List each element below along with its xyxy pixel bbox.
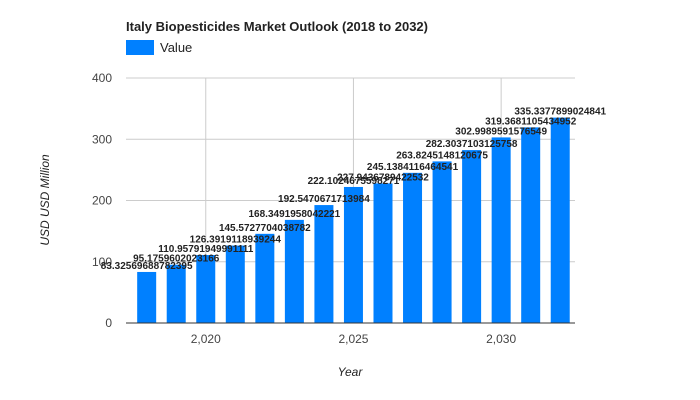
data-label: 302.9989591576549 [455, 126, 547, 137]
legend: Value [126, 40, 192, 55]
x-tick-label: 2,020 [191, 332, 221, 346]
bar [166, 264, 186, 323]
bar [373, 183, 393, 323]
data-label: 245.1384116464541 [367, 162, 459, 173]
y-tick-label: 100 [92, 255, 112, 269]
data-label: 168.3491958042221 [248, 209, 340, 220]
x-axis-label: Year [337, 365, 363, 379]
bar [137, 271, 157, 323]
y-tick-label: 0 [105, 316, 112, 330]
data-label: 319.3681105434952 [485, 116, 577, 127]
data-label: 227.9436789422532 [337, 172, 429, 183]
y-tick-label: 300 [92, 132, 112, 146]
x-tick-label: 2,025 [338, 332, 368, 346]
bar [462, 150, 482, 323]
legend-label: Value [160, 40, 193, 55]
chart-title: Italy Biopesticides Market Outlook (2018… [126, 19, 428, 34]
data-label: 110.95791949991111 [158, 244, 254, 255]
data-label: 95.1759602023166 [133, 254, 220, 265]
bar [432, 161, 452, 323]
bar [521, 127, 541, 324]
data-label: 83.32569688782395 [101, 261, 193, 272]
bar [343, 186, 363, 323]
data-label: 222.1024675598271 [308, 176, 400, 187]
data-label: 192.5470671713984 [278, 194, 370, 205]
legend-swatch [126, 40, 154, 55]
bar [196, 255, 216, 323]
bar [550, 117, 570, 323]
bar [225, 245, 245, 323]
data-label: 335.3377899024841 [514, 107, 606, 118]
y-tick-label: 400 [92, 71, 112, 85]
bar [491, 137, 511, 323]
data-label: 126.3919118939244 [190, 235, 282, 246]
y-tick-label: 200 [92, 194, 112, 208]
bar [403, 172, 423, 323]
bar [284, 219, 304, 323]
bar [314, 205, 334, 323]
data-label: 263.8245148120675 [396, 150, 488, 161]
data-label: 282.3037103125758 [426, 139, 518, 150]
bar [255, 233, 275, 323]
data-label: 145.5727704038782 [219, 223, 311, 234]
x-tick-label: 2,030 [486, 332, 516, 346]
